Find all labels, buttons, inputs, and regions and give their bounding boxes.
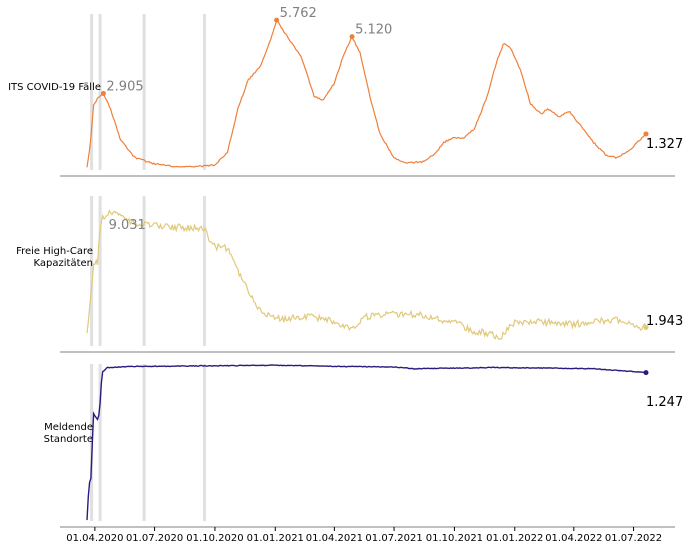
vertical-markers [90,14,206,521]
series-line [86,19,647,168]
x-axis: 01.04.2020 01.07.2020 01.10.2020 01.01.2021… [66,527,662,542]
peak-label: 2.905 [106,79,143,94]
x-tick-label: 01.10.2021 [426,533,483,542]
end-point [643,370,649,376]
chart-panels: ITS COVID-19 Fälle 2.905 5.762 5.120 1.327 Fr… [8,6,683,528]
panel-label: ITS COVID-19 Fälle [8,82,101,93]
x-tick-label: 01.10.2020 [186,533,243,542]
peak-point [100,90,106,96]
peak-point [274,17,280,23]
x-tick-label: 01.07.2022 [605,533,662,542]
end-value-label: 1.943 [646,314,683,329]
panel-1: Freie High-Care Kapazitäten 9.031 1.943 [16,209,683,353]
panel-label: Freie High-Care Kapazitäten [16,246,93,269]
end-value-label: 1.327 [646,137,683,152]
x-tick-label: 01.07.2021 [365,533,422,542]
peak-label: 5.120 [355,23,392,38]
peak-label: 9.031 [109,218,146,233]
end-point [643,325,649,331]
series-line [86,364,647,521]
x-tick-label: 01.01.2021 [247,533,304,542]
panel-0: ITS COVID-19 Fälle 2.905 5.762 5.120 1.327 [8,6,683,177]
panel-2: Meldende Standorte 1.247 [44,364,683,528]
end-point [643,131,649,137]
panel-label: Meldende Standorte [44,422,93,445]
peak-label: 5.762 [280,6,317,21]
x-tick-label: 01.04.2021 [306,533,363,542]
x-tick-label: 01.04.2022 [545,533,602,542]
x-tick-label: 01.01.2022 [486,533,543,542]
x-tick-label: 01.07.2020 [126,533,183,542]
peak-point [349,34,355,40]
series-line [86,209,647,341]
x-tick-label: 01.04.2020 [66,533,123,542]
end-value-label: 1.247 [646,395,683,410]
